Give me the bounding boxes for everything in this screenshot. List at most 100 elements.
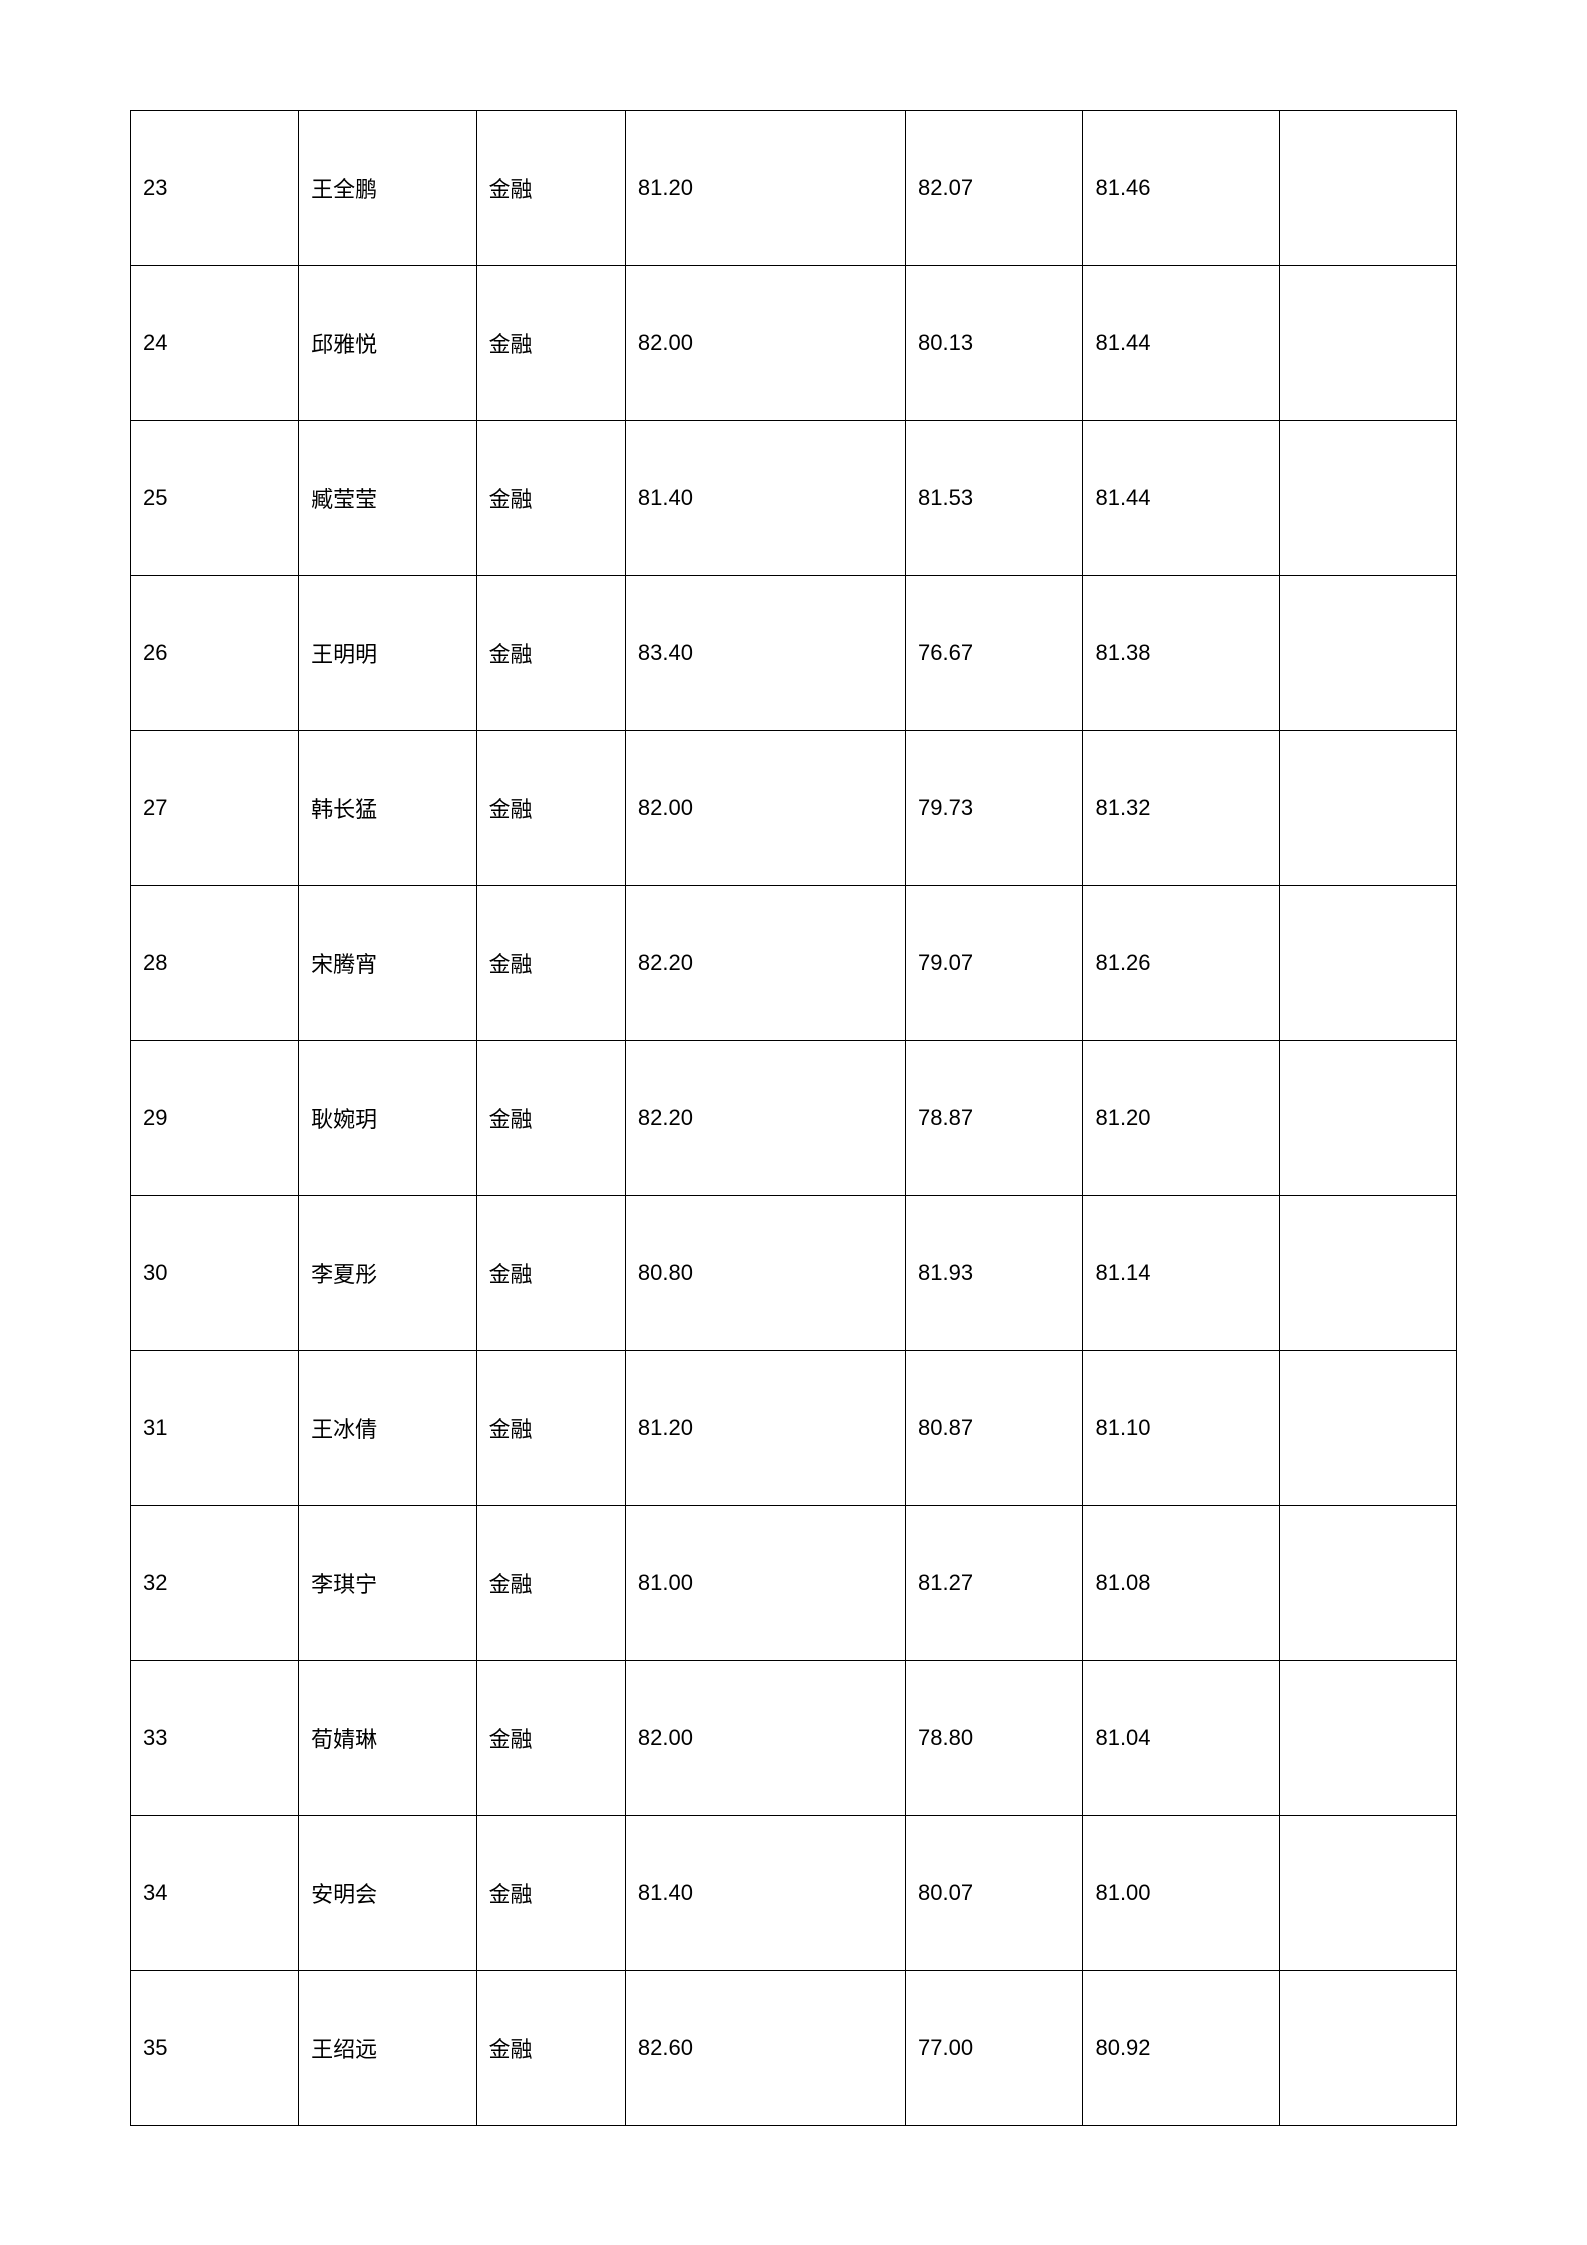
- cell-category: 金融: [476, 886, 625, 1041]
- cell-score1: 82.00: [625, 266, 905, 421]
- cell-index: 33: [131, 1661, 299, 1816]
- cell-score3: 81.20: [1083, 1041, 1279, 1196]
- cell-category: 金融: [476, 1041, 625, 1196]
- cell-score1: 82.20: [625, 886, 905, 1041]
- cell-category: 金融: [476, 421, 625, 576]
- cell-index: 23: [131, 111, 299, 266]
- table-row: 34安明会金融81.4080.0781.00: [131, 1816, 1457, 1971]
- cell-index: 27: [131, 731, 299, 886]
- cell-name: 王冰倩: [299, 1351, 476, 1506]
- cell-score1: 81.20: [625, 111, 905, 266]
- cell-name: 韩长猛: [299, 731, 476, 886]
- cell-score3: 81.00: [1083, 1816, 1279, 1971]
- cell-score2: 78.80: [906, 1661, 1083, 1816]
- cell-blank: [1279, 1506, 1456, 1661]
- cell-index: 25: [131, 421, 299, 576]
- cell-index: 26: [131, 576, 299, 731]
- cell-score1: 83.40: [625, 576, 905, 731]
- cell-index: 24: [131, 266, 299, 421]
- cell-score2: 80.13: [906, 266, 1083, 421]
- cell-score2: 79.73: [906, 731, 1083, 886]
- cell-score3: 81.32: [1083, 731, 1279, 886]
- cell-index: 35: [131, 1971, 299, 2126]
- table-row: 25臧莹莹金融81.4081.5381.44: [131, 421, 1457, 576]
- cell-score2: 76.67: [906, 576, 1083, 731]
- cell-blank: [1279, 1196, 1456, 1351]
- cell-name: 安明会: [299, 1816, 476, 1971]
- cell-score3: 81.04: [1083, 1661, 1279, 1816]
- cell-index: 31: [131, 1351, 299, 1506]
- table-row: 32李琪宁金融81.0081.2781.08: [131, 1506, 1457, 1661]
- cell-category: 金融: [476, 1506, 625, 1661]
- cell-score3: 81.46: [1083, 111, 1279, 266]
- cell-name: 臧莹莹: [299, 421, 476, 576]
- cell-category: 金融: [476, 266, 625, 421]
- cell-index: 30: [131, 1196, 299, 1351]
- cell-name: 王全鹏: [299, 111, 476, 266]
- cell-blank: [1279, 886, 1456, 1041]
- cell-score1: 80.80: [625, 1196, 905, 1351]
- cell-category: 金融: [476, 1351, 625, 1506]
- cell-blank: [1279, 1816, 1456, 1971]
- cell-blank: [1279, 1041, 1456, 1196]
- cell-category: 金融: [476, 731, 625, 886]
- cell-score1: 81.20: [625, 1351, 905, 1506]
- score-table-body: 23王全鹏金融81.2082.0781.4624邱雅悦金融82.0080.138…: [131, 111, 1457, 2126]
- cell-index: 29: [131, 1041, 299, 1196]
- cell-name: 宋腾宵: [299, 886, 476, 1041]
- table-row: 30李夏彤金融80.8081.9381.14: [131, 1196, 1457, 1351]
- cell-category: 金融: [476, 1661, 625, 1816]
- cell-category: 金融: [476, 1196, 625, 1351]
- cell-name: 李琪宁: [299, 1506, 476, 1661]
- cell-score2: 79.07: [906, 886, 1083, 1041]
- cell-score2: 80.87: [906, 1351, 1083, 1506]
- cell-score1: 82.60: [625, 1971, 905, 2126]
- cell-score1: 82.20: [625, 1041, 905, 1196]
- table-row: 35王绍远金融82.6077.0080.92: [131, 1971, 1457, 2126]
- cell-name: 王明明: [299, 576, 476, 731]
- cell-name: 王绍远: [299, 1971, 476, 2126]
- table-row: 31王冰倩金融81.2080.8781.10: [131, 1351, 1457, 1506]
- cell-score1: 82.00: [625, 1661, 905, 1816]
- cell-score3: 81.44: [1083, 266, 1279, 421]
- cell-score2: 77.00: [906, 1971, 1083, 2126]
- cell-score2: 81.27: [906, 1506, 1083, 1661]
- cell-score3: 81.08: [1083, 1506, 1279, 1661]
- cell-name: 耿婉玥: [299, 1041, 476, 1196]
- cell-score1: 81.40: [625, 421, 905, 576]
- cell-category: 金融: [476, 1971, 625, 2126]
- cell-index: 34: [131, 1816, 299, 1971]
- cell-blank: [1279, 421, 1456, 576]
- table-row: 26王明明金融83.4076.6781.38: [131, 576, 1457, 731]
- cell-name: 邱雅悦: [299, 266, 476, 421]
- cell-score2: 81.53: [906, 421, 1083, 576]
- cell-score2: 81.93: [906, 1196, 1083, 1351]
- score-table: 23王全鹏金融81.2082.0781.4624邱雅悦金融82.0080.138…: [130, 110, 1457, 2126]
- cell-score3: 81.10: [1083, 1351, 1279, 1506]
- cell-name: 荀婧琳: [299, 1661, 476, 1816]
- cell-category: 金融: [476, 1816, 625, 1971]
- table-row: 29耿婉玥金融82.2078.8781.20: [131, 1041, 1457, 1196]
- cell-score3: 81.38: [1083, 576, 1279, 731]
- table-row: 23王全鹏金融81.2082.0781.46: [131, 111, 1457, 266]
- cell-index: 28: [131, 886, 299, 1041]
- cell-score2: 78.87: [906, 1041, 1083, 1196]
- cell-category: 金融: [476, 576, 625, 731]
- table-row: 28宋腾宵金融82.2079.0781.26: [131, 886, 1457, 1041]
- cell-category: 金融: [476, 111, 625, 266]
- cell-score3: 81.14: [1083, 1196, 1279, 1351]
- table-row: 24邱雅悦金融82.0080.1381.44: [131, 266, 1457, 421]
- cell-score2: 80.07: [906, 1816, 1083, 1971]
- cell-score3: 81.44: [1083, 421, 1279, 576]
- cell-blank: [1279, 1351, 1456, 1506]
- cell-score1: 81.40: [625, 1816, 905, 1971]
- cell-index: 32: [131, 1506, 299, 1661]
- cell-blank: [1279, 266, 1456, 421]
- table-row: 27韩长猛金融82.0079.7381.32: [131, 731, 1457, 886]
- cell-blank: [1279, 1971, 1456, 2126]
- cell-blank: [1279, 1661, 1456, 1816]
- score-table-wrap: 23王全鹏金融81.2082.0781.4624邱雅悦金融82.0080.138…: [130, 110, 1457, 2126]
- cell-score2: 82.07: [906, 111, 1083, 266]
- cell-blank: [1279, 111, 1456, 266]
- cell-blank: [1279, 576, 1456, 731]
